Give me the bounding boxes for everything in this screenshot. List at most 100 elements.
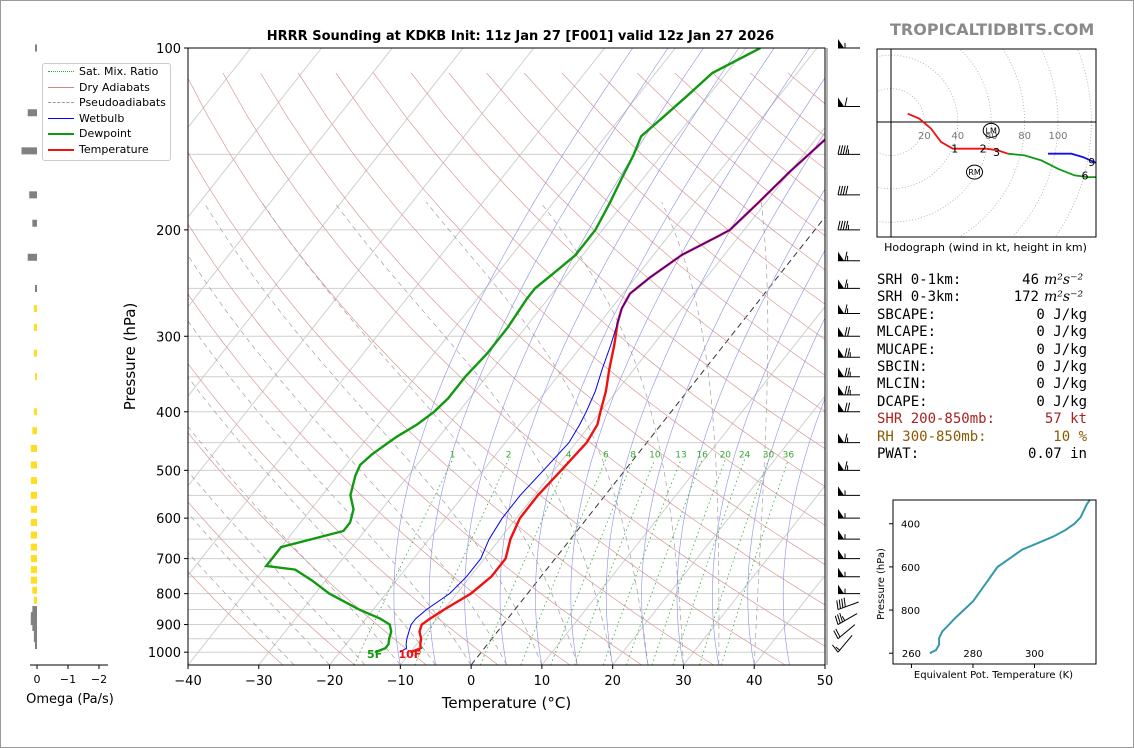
height-label: 1 — [951, 143, 958, 156]
omega-bar — [32, 586, 37, 594]
index-label: MUCAPE: — [877, 341, 937, 358]
x-tick-label: 40 — [746, 674, 763, 689]
pseudoadiabat — [540, 201, 684, 665]
barb-flag — [844, 367, 848, 377]
isotherm — [188, 48, 606, 577]
theta-e-y-label: Pressure (hPa) — [876, 548, 887, 620]
wind-barb — [838, 530, 860, 540]
barb-half-flag — [835, 646, 840, 651]
storm-motion-label: RM — [968, 168, 981, 177]
dry-adiabat — [297, 72, 825, 566]
legend-label: Dewpoint — [79, 127, 132, 140]
isotherm — [541, 305, 825, 665]
wind-barb — [831, 635, 853, 653]
barb-flag — [845, 185, 849, 195]
hodograph-caption: Hodograph (wind in kt, height in km) — [884, 241, 1087, 254]
mixing-ratio-line — [651, 459, 726, 665]
x-tick-label: 50 — [817, 674, 834, 689]
y-tick-label: 1000 — [148, 646, 181, 661]
barb-pennant — [838, 348, 844, 358]
height-label: 3 — [993, 146, 1000, 159]
hodograph-ring-label: 40 — [951, 131, 964, 142]
omega-bar — [27, 109, 37, 117]
barb-flag — [847, 385, 851, 395]
y-axis-label: Pressure (hPa) — [121, 303, 139, 411]
mixing-ratio-line — [699, 459, 769, 665]
wind-barb — [838, 304, 860, 314]
dry-adiabat — [188, 293, 571, 665]
theta-e-line — [929, 500, 1091, 655]
skewt-frame — [187, 47, 826, 666]
wind-barb — [838, 433, 860, 444]
mixing-ratio-label: 36 — [783, 451, 795, 461]
legend-label: Sat. Mix. Ratio — [79, 65, 159, 78]
omega-bar — [30, 444, 37, 452]
wind-barb — [838, 251, 860, 262]
pseudoadiabat — [753, 202, 769, 665]
theta-e-plot — [929, 500, 1091, 655]
mixing-ratio-line — [479, 459, 569, 665]
isotherm — [470, 216, 825, 665]
barb-flag — [847, 348, 851, 358]
reference-curve — [499, 48, 740, 665]
y-tick-label: 900 — [156, 619, 181, 634]
dry-adiabat — [188, 432, 427, 665]
barb-flag — [845, 220, 849, 230]
legend-label: Wetbulb — [79, 111, 125, 125]
mixing-ratio-line — [353, 459, 453, 665]
isotherm — [329, 48, 818, 665]
theta-e-y-tick-label: 600 — [901, 563, 920, 574]
omega-bar — [27, 253, 37, 261]
dewpoint-line — [263, 48, 761, 654]
legend-label: Temperature — [79, 142, 149, 156]
omega-tick-label: −1 — [60, 673, 76, 686]
reference-curve — [782, 397, 825, 665]
pseudoadiabat — [188, 470, 366, 665]
mixing-ratio-label: 24 — [739, 451, 751, 461]
omega-bar — [33, 596, 37, 604]
x-tick-label: −40 — [174, 674, 201, 689]
index-value: 0 J/kg — [1036, 324, 1087, 341]
x-tick-label: 20 — [604, 674, 621, 689]
omega-bar — [30, 566, 37, 574]
index-value: 0 J/kg — [1036, 358, 1087, 375]
omega-panel: 0 −1 −2 Omega (Pa/s) — [21, 44, 114, 707]
x-tick-label: −20 — [316, 674, 343, 689]
hodograph-trace — [986, 147, 1009, 155]
omega-bar — [30, 491, 37, 499]
isotherm — [188, 48, 393, 308]
omega-bar — [35, 642, 37, 650]
barb-pennant — [838, 402, 844, 412]
hodograph-ring-label: 100 — [1048, 131, 1067, 142]
legend-item: Sat. Mix. Ratio — [43, 64, 170, 80]
wind-barb — [833, 624, 856, 640]
storm-motion-circle — [982, 122, 1000, 138]
mixing-ratio-label: 4 — [566, 451, 572, 461]
y-tick-label: 200 — [156, 224, 181, 239]
index-label: PWAT: — [877, 445, 920, 462]
mixing-ratio-line — [550, 459, 634, 665]
wind-barb — [838, 97, 860, 108]
hodograph-ring-label: 80 — [1018, 131, 1031, 142]
barb-pennant — [838, 385, 844, 395]
wind-barb — [838, 385, 860, 396]
barb-pennant — [838, 530, 844, 540]
wind-barb — [837, 185, 860, 196]
theta-e-x-tick-label: 260 — [902, 649, 921, 660]
isotherm — [258, 48, 747, 665]
omega-bar — [32, 623, 37, 631]
y-tick-label: 800 — [156, 588, 181, 603]
wind-barb — [837, 145, 860, 155]
omega-tick-label: −2 — [91, 673, 107, 686]
barb-flag — [837, 614, 841, 624]
dry-adiabat — [222, 72, 825, 647]
dry-adiabat — [188, 501, 355, 665]
reference-curve — [535, 48, 775, 665]
reference-curve — [605, 77, 825, 665]
barb-pennant — [838, 97, 844, 107]
wind-barb — [838, 461, 860, 471]
barb-pennant — [838, 433, 844, 443]
index-row: SBCAPE: 0 J/kg — [877, 307, 1087, 324]
barb-staff — [837, 601, 859, 611]
